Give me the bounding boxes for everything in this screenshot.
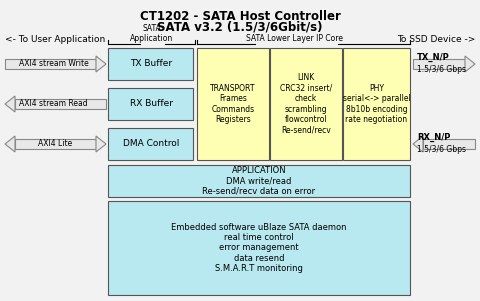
Polygon shape	[413, 136, 423, 152]
Polygon shape	[465, 56, 475, 72]
Bar	[108, 201, 410, 295]
Text: <- To User Application: <- To User Application	[5, 35, 105, 44]
Bar	[413, 59, 465, 69]
Bar	[108, 48, 193, 80]
Bar	[108, 128, 193, 160]
Bar	[108, 165, 410, 197]
Bar	[5, 59, 96, 69]
Text: Embedded software uBlaze SATA daemon
real time control
error management
data res: Embedded software uBlaze SATA daemon rea…	[171, 223, 347, 273]
Polygon shape	[96, 136, 106, 152]
Text: TX_N/P: TX_N/P	[417, 52, 450, 62]
Bar	[108, 88, 193, 120]
Bar	[343, 48, 410, 160]
Bar	[423, 139, 475, 149]
Polygon shape	[5, 136, 15, 152]
Text: 1.5/3/6 Gbps: 1.5/3/6 Gbps	[417, 64, 466, 73]
Text: RX_N/P: RX_N/P	[417, 132, 450, 141]
Text: CT1202 - SATA Host Controller: CT1202 - SATA Host Controller	[140, 10, 340, 23]
Text: To SSD Device ->: To SSD Device ->	[396, 35, 475, 44]
Bar	[15, 99, 106, 109]
Text: DMA Control: DMA Control	[123, 139, 180, 148]
Text: 1.5/3/6 Gbps: 1.5/3/6 Gbps	[417, 144, 466, 154]
Text: LINK
CRC32 insert/
check
scrambling
flowcontrol
Re-send/recv: LINK CRC32 insert/ check scrambling flow…	[280, 73, 332, 135]
Text: AXI4 stream Write: AXI4 stream Write	[19, 60, 88, 69]
Text: SATA
Application: SATA Application	[131, 23, 174, 43]
Text: SATA v3.2 (1.5/3/6Gbit/s): SATA v3.2 (1.5/3/6Gbit/s)	[157, 20, 323, 33]
Bar	[15, 139, 96, 149]
Bar	[197, 48, 269, 160]
Text: TRANSPORT
Frames
Commands
Registers: TRANSPORT Frames Commands Registers	[210, 84, 256, 124]
Text: PHY
serial<-> parallel
8b10b encoding
rate negotiation: PHY serial<-> parallel 8b10b encoding ra…	[343, 84, 410, 124]
Text: AXI4 stream Read: AXI4 stream Read	[19, 100, 88, 108]
Polygon shape	[5, 96, 15, 112]
Text: RX Buffer: RX Buffer	[130, 100, 173, 108]
Bar	[270, 48, 342, 160]
Text: SATA Lower Layer IP Core: SATA Lower Layer IP Core	[247, 34, 344, 43]
Text: TX Buffer: TX Buffer	[131, 60, 173, 69]
Polygon shape	[96, 56, 106, 72]
Text: AXI4 Lite: AXI4 Lite	[38, 139, 72, 148]
Text: APPLICATION
DMA write/read
Re-send/recv data on error: APPLICATION DMA write/read Re-send/recv …	[203, 166, 315, 196]
